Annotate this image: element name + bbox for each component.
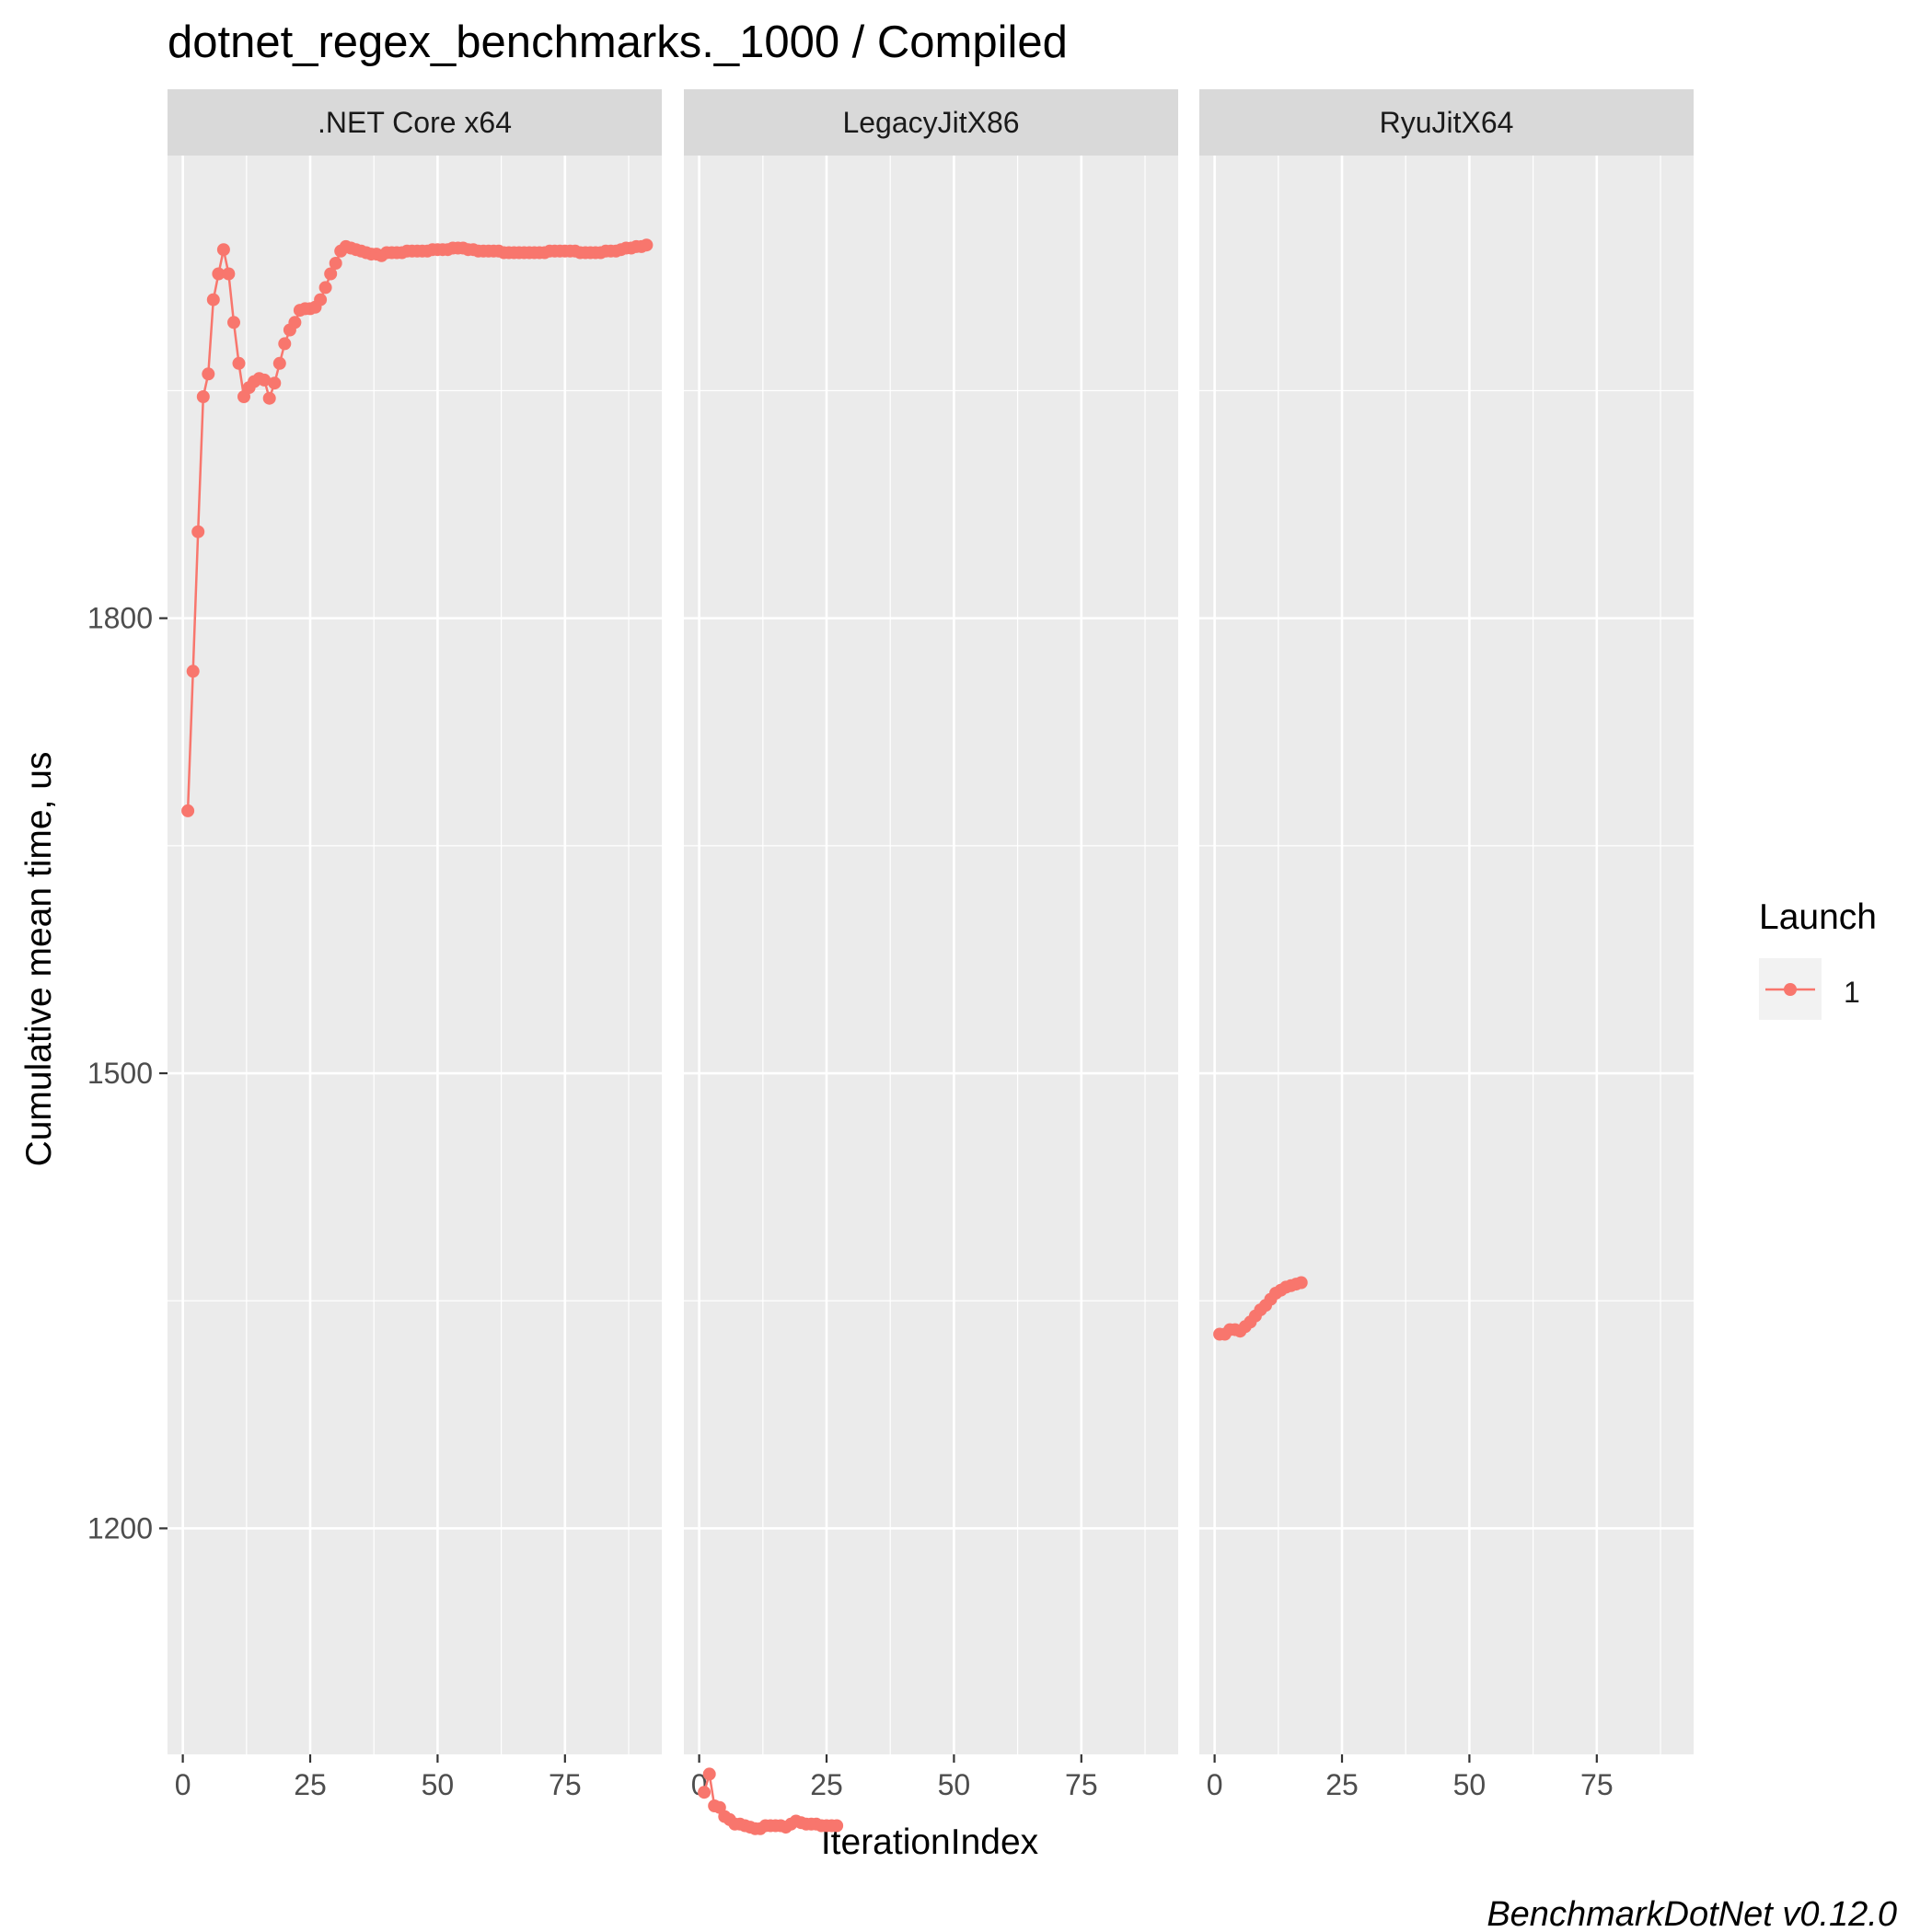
- facet-strip: [1199, 89, 1694, 156]
- data-point: [314, 293, 328, 307]
- data-point: [268, 376, 282, 390]
- data-point: [227, 316, 240, 330]
- data-point: [191, 525, 205, 538]
- data-point: [202, 367, 215, 381]
- data-point: [206, 293, 220, 307]
- legend-entry-label: 1: [1844, 976, 1860, 1009]
- data-point: [278, 337, 292, 351]
- data-point: [212, 267, 226, 281]
- y-tick-label: 1800: [87, 602, 153, 635]
- x-tick-label: 75: [1580, 1768, 1614, 1801]
- facet-strip: [684, 89, 1178, 156]
- x-tick-label: 75: [1065, 1768, 1098, 1801]
- data-point: [324, 267, 338, 281]
- panel-background: [168, 156, 662, 1754]
- chart-title: dotnet_regex_benchmarks._1000 / Compiled: [168, 17, 1068, 67]
- x-tick-label: 50: [422, 1768, 455, 1801]
- x-tick-label: 75: [549, 1768, 582, 1801]
- y-axis-ticks: 1200 1500 1800: [87, 602, 168, 1544]
- x-tick-label: 25: [810, 1768, 843, 1801]
- data-point: [830, 1819, 844, 1833]
- y-axis-label: Cumulative mean time, us: [19, 752, 59, 1167]
- x-tick-label: 0: [175, 1768, 191, 1801]
- data-point: [318, 281, 332, 295]
- data-point: [329, 257, 342, 270]
- facet-panel: RyuJitX64 0 25 50 75: [1199, 89, 1694, 1801]
- data-point: [262, 391, 276, 405]
- x-tick-label: 25: [1325, 1768, 1359, 1801]
- x-tick-label: 25: [294, 1768, 327, 1801]
- data-point: [1294, 1276, 1308, 1290]
- facet-strip: [168, 89, 662, 156]
- data-point: [186, 665, 200, 678]
- data-point: [288, 316, 302, 330]
- panel-background: [684, 156, 1178, 1754]
- x-tick-label: 50: [938, 1768, 971, 1801]
- facet-strip-label: RyuJitX64: [1380, 106, 1514, 139]
- caption: BenchmarkDotNet v0.12.0: [1487, 1895, 1897, 1932]
- y-tick-label: 1500: [87, 1057, 153, 1090]
- legend-title: Launch: [1759, 897, 1877, 937]
- data-point: [702, 1767, 716, 1781]
- legend: Launch 1: [1759, 897, 1877, 1020]
- x-axis-label: IterationIndex: [821, 1822, 1039, 1862]
- x-tick-label: 0: [1207, 1768, 1223, 1801]
- data-point: [232, 356, 246, 370]
- facet-strip-label: .NET Core x64: [318, 106, 512, 139]
- y-tick-label: 1200: [87, 1511, 153, 1544]
- data-point: [196, 390, 210, 403]
- data-point: [216, 243, 230, 257]
- facet-strip-label: LegacyJitX86: [842, 106, 1019, 139]
- data-point: [181, 804, 195, 817]
- x-tick-label: 50: [1453, 1768, 1487, 1801]
- data-point: [258, 373, 272, 387]
- data-point: [698, 1786, 711, 1799]
- data-point: [222, 267, 236, 281]
- legend-key-point: [1784, 983, 1797, 996]
- data-point: [272, 356, 286, 370]
- data-point: [640, 238, 654, 252]
- panel-background: [1199, 156, 1694, 1754]
- facet-panel: .NET Core x64 0 25 50 75: [168, 89, 662, 1801]
